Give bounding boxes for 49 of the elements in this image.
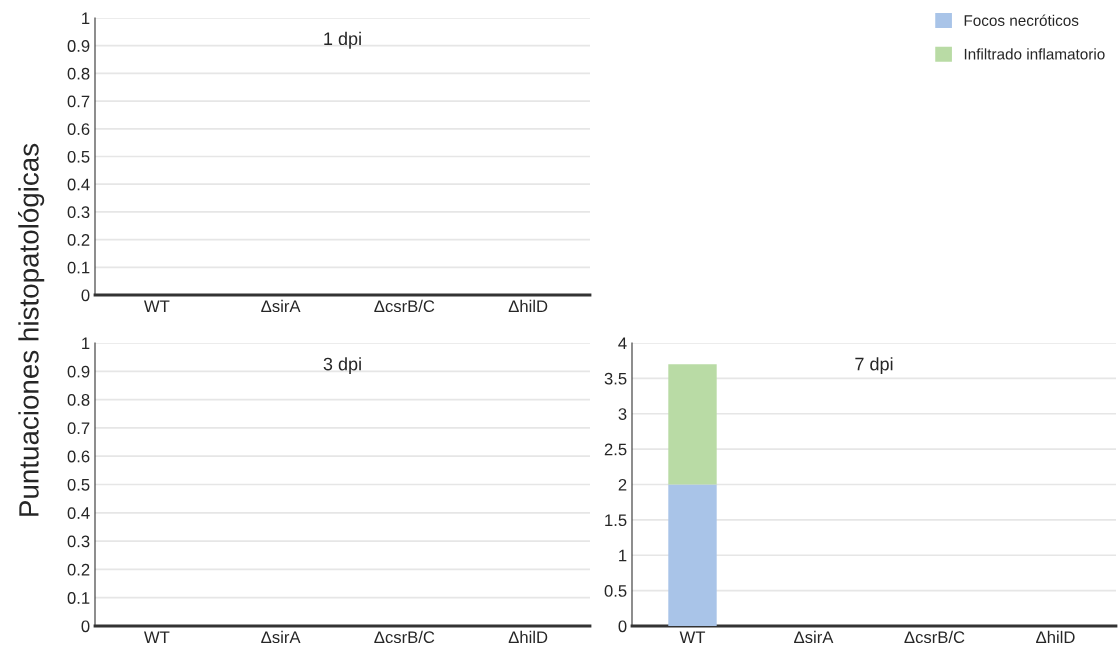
y-tick-label: 0.4 — [67, 507, 90, 519]
y-tick-label: 0.4 — [67, 178, 90, 191]
y-tick-label: 0.2 — [67, 563, 90, 576]
x-tick-label: ΔhilD — [508, 299, 548, 312]
x-tick-label: ΔcsrB/C — [904, 630, 965, 644]
x-tick-label: ΔsirA — [261, 630, 301, 644]
y-tick-label: 0.8 — [67, 394, 90, 406]
x-tick-label: WT — [143, 300, 170, 312]
y-tick-label: 1 — [82, 337, 90, 350]
y-tick-label: 0 — [81, 289, 90, 302]
y-tick-label: 0.5 — [604, 585, 627, 597]
y-tick-label: 0.7 — [67, 422, 90, 435]
y-tick-label: 0.5 — [67, 150, 90, 163]
x-tick-label: WT — [679, 631, 706, 643]
legend-label: Infiltrado inflamatorio — [964, 48, 1105, 60]
y-tick-label: 1.5 — [605, 514, 627, 527]
y-tick-label: 0.1 — [67, 592, 90, 604]
y-tick-label: 0.9 — [67, 365, 90, 378]
y-tick-label: 0.1 — [67, 261, 90, 274]
x-tick-label: WT — [143, 631, 170, 643]
x-tick-label: ΔcsrB/C — [374, 630, 435, 644]
y-tick-label: 0.8 — [67, 67, 90, 80]
y-tick-label: 1 — [82, 12, 90, 25]
y-tick-label: 3.5 — [604, 372, 627, 385]
text: 1 dpi — [324, 31, 361, 49]
y-tick-label: 0.9 — [67, 40, 90, 52]
y-tick-label: 0.5 — [67, 478, 90, 491]
y-tick-label: 1 — [619, 549, 627, 562]
text: 3 dpi — [323, 357, 361, 374]
x-tick-label: ΔhilD — [508, 630, 548, 643]
y-tick-label: 3 — [618, 408, 627, 420]
y-tick-label: 0.6 — [67, 450, 90, 463]
legend-label: Focos necróticos — [964, 14, 1079, 26]
y-tick-label: 2 — [618, 478, 627, 491]
x-tick-label: ΔsirA — [261, 299, 301, 313]
text: 7 dpi — [855, 357, 893, 374]
y-tick-label: 0 — [618, 620, 627, 633]
x-tick-label: ΔsirA — [794, 630, 834, 644]
x-tick-label: ΔcsrB/C — [374, 299, 435, 313]
y-tick-label: 0.2 — [67, 234, 90, 246]
x-tick-label: ΔhilD — [1036, 630, 1075, 643]
y-tick-label: 0 — [81, 620, 90, 633]
y-tick-label: 0.6 — [67, 123, 90, 135]
y-tick-label: 4 — [618, 337, 627, 350]
y-axis-title: Puntuaciones histopatológicas — [18, 143, 45, 516]
y-tick-label: 0.3 — [67, 535, 90, 548]
y-tick-label: 0.3 — [67, 206, 90, 219]
y-tick-label: 0.7 — [67, 95, 90, 108]
y-tick-label: 2.5 — [604, 443, 627, 456]
